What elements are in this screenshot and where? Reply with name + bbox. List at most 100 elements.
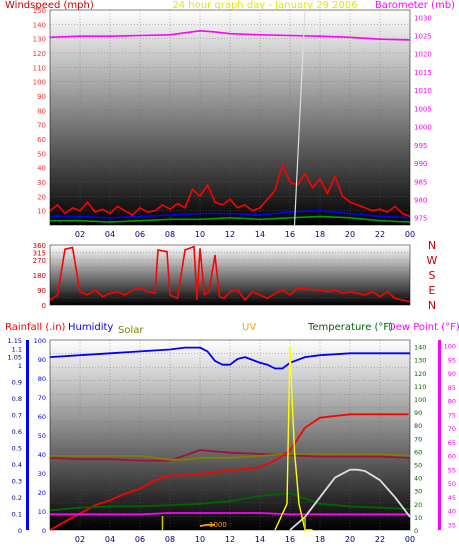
wind-tick: 30 [37, 179, 46, 187]
humidity-tick: 40 [38, 451, 46, 459]
dewpoint-tick: 75 [448, 411, 456, 419]
series-green-band [50, 215, 411, 223]
series-dew-point-f- [49, 449, 411, 462]
legend-thsw: THSW [117, 314, 148, 325]
temperature-tick: 30 [414, 488, 422, 496]
temperature-tick: 130 [414, 357, 426, 365]
series-dew-point-f- [50, 512, 410, 516]
legend-solar: Solar [118, 325, 144, 336]
x-tick-3: 22 [375, 535, 385, 544]
thsw-annotation: 1000 [209, 521, 227, 529]
dewpoint-tick: 35 [448, 521, 456, 529]
baro-tick: 1025 [414, 33, 432, 41]
compass-label: W [427, 254, 438, 267]
wind-dir-tick: 180 [33, 272, 46, 280]
temperature-tick: 50 [414, 461, 422, 469]
series-olive-line [50, 453, 411, 461]
baro-tick: 995 [414, 142, 427, 150]
compass-label: S [429, 269, 436, 282]
wind-tick: 90 [37, 93, 46, 101]
x-tick-1: 02 [75, 230, 85, 239]
x-tick-1: 04 [105, 230, 115, 239]
wind-tick: 70 [37, 122, 46, 130]
temperature-tick: 60 [414, 448, 422, 456]
panel-1-plot-area [49, 9, 411, 226]
temperature-tick: 100 [414, 396, 426, 404]
dewpoint-tick: 60 [448, 453, 456, 461]
wind-tick: 40 [37, 165, 46, 173]
wind-axis-label: Windspeed (mph) [5, 0, 94, 11]
temperature-tick: 120 [414, 370, 426, 378]
wind-dir-tick: 90 [37, 287, 46, 295]
baro-tick: 1030 [414, 14, 432, 22]
humidity-tick: 70 [38, 394, 46, 402]
x-tick-1: 12 [225, 230, 235, 239]
x-tick-1: 08 [165, 230, 175, 239]
dewpoint-tick: 50 [448, 480, 456, 488]
humidity-tick: 0 [42, 527, 46, 535]
x-tick-1: 06 [135, 230, 145, 239]
humidity-tick: 20 [38, 489, 46, 497]
wind-tick: 120 [33, 50, 46, 58]
legend-humidity: Humidity [68, 322, 113, 333]
dewpoint-tick: 90 [448, 370, 456, 378]
series-wind-direction [49, 245, 411, 303]
wind-tick: 50 [37, 150, 46, 158]
rainfall-tick: 0.8 [12, 395, 22, 403]
rainfall-tick: 0.2 [12, 494, 22, 502]
wind-tick: 140 [33, 21, 46, 29]
series-blue-band [50, 209, 411, 219]
temperature-tick: 110 [414, 383, 426, 391]
series-humidity [49, 346, 410, 370]
wind-tick: 130 [33, 36, 46, 44]
wind-tick: 10 [37, 208, 46, 216]
left-axis-bar [26, 340, 29, 530]
series-solar [289, 468, 411, 531]
baro-tick: 1020 [414, 51, 432, 59]
x-tick-3: 02 [75, 535, 85, 544]
dewpoint-tick: 85 [448, 384, 456, 392]
wind-tick: 20 [37, 193, 46, 201]
rainfall-tick: 0.7 [12, 411, 22, 419]
dewpoint-tick: 65 [448, 439, 456, 447]
baro-tick: 985 [414, 178, 427, 186]
baro-tick: 1010 [414, 87, 432, 95]
x-tick-1: 14 [255, 230, 265, 239]
x-tick-3: 14 [255, 535, 265, 544]
humidity-tick: 60 [38, 413, 46, 421]
rainfall-tick: 0.1 [12, 510, 22, 518]
x-tick-1: 18 [315, 230, 325, 239]
temperature-tick: 0 [414, 527, 418, 535]
x-tick-3: 04 [105, 535, 115, 544]
rainfall-tick: 0.6 [12, 428, 22, 436]
wind-dir-tick: 0 [42, 302, 46, 310]
wind-tick: 60 [37, 136, 46, 144]
x-tick-1: 20 [345, 230, 355, 239]
humidity-tick: 80 [38, 375, 46, 383]
temperature-tick: 70 [414, 435, 422, 443]
x-tick-1: 22 [375, 230, 385, 239]
x-tick-1: 10 [195, 230, 205, 239]
x-tick-3: 16 [285, 535, 295, 544]
dewpoint-tick: 95 [448, 356, 456, 364]
baro-tick: 1015 [414, 69, 432, 77]
baro-axis-label: Barometer (mb) [375, 0, 455, 11]
dewpoint-tick: 55 [448, 466, 456, 474]
baro-tick: 990 [414, 160, 427, 168]
dewpoint-tick: 40 [448, 508, 456, 516]
baro-tick: 975 [414, 215, 427, 223]
legend-uv: UV [242, 322, 256, 333]
series-barometer-mb- [49, 29, 411, 41]
x-tick-3: 08 [165, 535, 175, 544]
legend-dewpoint: Dew Point (°F) [388, 322, 459, 333]
temperature-tick: 20 [414, 501, 422, 509]
compass-label: E [429, 284, 436, 297]
wind-tick: 80 [37, 107, 46, 115]
series-rainfall-in- [49, 413, 409, 531]
compass-label: N [428, 299, 436, 312]
rainfall-tick: 1 [18, 362, 22, 370]
series-spike [293, 9, 306, 226]
wind-tick: 110 [33, 64, 46, 72]
dewpoint-tick: 100 [444, 343, 456, 351]
x-tick-3: 00 [405, 535, 415, 544]
